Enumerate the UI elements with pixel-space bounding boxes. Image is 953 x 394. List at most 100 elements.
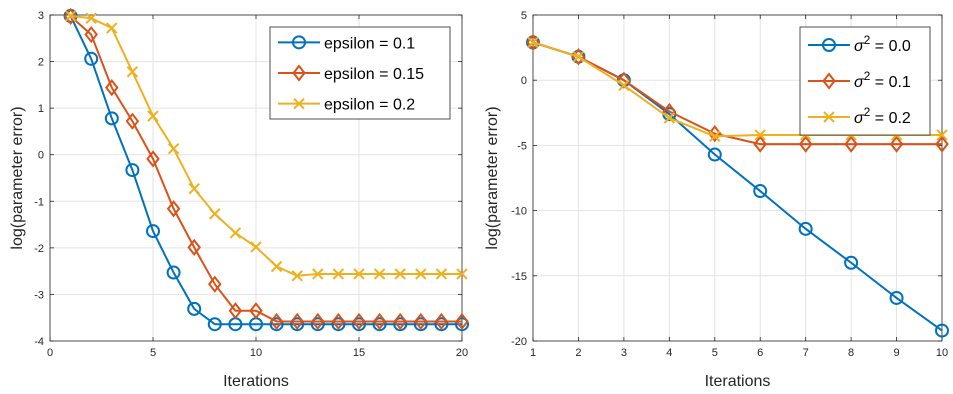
x-axis-label: Iterations [705,373,771,390]
data-point [434,317,449,332]
data-point [269,317,284,332]
x-tick-label: 3 [621,347,627,359]
y-tick-label: 0 [38,150,44,162]
x-tick-label: 8 [848,347,854,359]
data-point [455,317,469,332]
data-point [617,71,631,89]
data-point [372,312,387,331]
y-tick-label: -1 [34,196,44,208]
data-point [889,290,904,305]
data-point [291,270,303,282]
data-point [572,51,585,63]
legend-label: epsilon = 0.1 [324,35,415,52]
data-point [707,147,722,162]
series-line [532,41,942,146]
x-tick-label: 2 [575,347,581,359]
y-tick-label: 0 [521,75,527,87]
series-line [70,14,462,277]
legend-entry: epsilon = 0.15 [278,64,424,83]
legend-entry: σ2 = 0.2 [808,105,911,127]
data-point [270,260,283,273]
data-point [753,135,767,153]
data-point [311,312,325,331]
data-point [310,317,325,332]
data-point [228,302,243,320]
data-point [146,150,160,168]
y-tick-label: 2 [38,57,44,69]
data-point [393,312,407,331]
data-point [372,317,387,332]
x-tick-label: 1 [530,347,536,359]
legend: epsilon = 0.1 epsilon = 0.15 epsilon = 0.2 [269,26,451,120]
y-tick-label: 1 [38,103,44,115]
legend-label: σ2 = 0.2 [854,105,911,127]
data-point [455,312,469,331]
data-point [209,208,221,220]
data-point [84,25,98,44]
legend-marker [292,64,306,82]
y-axis-label: log(parameter error) [9,106,26,249]
y-tick-label: -2 [34,243,44,255]
data-point [393,317,408,332]
legend: σ2 = 0.0 σ2 = 0.1 σ2 = 0.2 [799,26,931,136]
data-point [106,22,118,34]
data-point [936,129,948,141]
data-point [754,129,766,141]
y-tick-label: -10 [511,206,527,218]
x-tick-label: 10 [250,347,262,359]
data-point [435,268,448,280]
legend-entry: epsilon = 0.1 [278,35,415,52]
x-tick-label: 20 [456,347,468,359]
data-point [125,112,140,130]
legend-label: σ2 = 0.0 [854,33,911,55]
data-point [331,312,346,331]
data-point [844,135,858,153]
series-2 [63,7,469,331]
right-chart: 1 2 3 4 5 6 7 8 9 10 -20 -15 -10 -5 0 5 Iterations log(pa… [484,10,949,390]
data-point [147,110,159,122]
data-point [456,268,468,280]
legend-entry: epsilon = 0.2 [278,97,415,114]
y-tick-label: 3 [38,10,44,22]
x-tick-label: 5 [150,347,156,359]
y-tick-label: -15 [511,271,527,283]
data-point [188,183,200,195]
legend-entry: σ2 = 0.0 [808,33,911,55]
legend-marker [823,111,835,123]
series-line [69,15,462,323]
y-tick-label: -5 [517,140,527,152]
data-point [269,312,284,331]
data-point [250,241,262,253]
data-point [889,135,904,153]
data-point [290,317,305,332]
data-point [935,135,949,153]
data-point [618,79,630,92]
data-point [105,79,119,97]
x-tick-label: 0 [47,347,53,359]
data-point [207,317,222,332]
data-point [126,66,139,78]
data-point [709,130,721,142]
data-point [84,51,99,66]
legend-marker [293,97,305,110]
data-point [312,268,324,280]
x-tick-label: 5 [712,347,718,359]
axes-box [532,14,943,342]
x-tick-label: 9 [893,347,899,359]
legend-label: epsilon = 0.2 [324,97,415,114]
data-point [166,200,181,218]
data-point [798,221,813,236]
series-2 [526,33,949,153]
x-tick-label: 15 [353,347,365,359]
y-tick-label: -4 [34,336,44,348]
y-tick-label: 5 [521,10,527,22]
data-point [208,275,222,293]
legend-label: epsilon = 0.15 [324,66,424,83]
data-point [434,312,449,331]
data-point [104,111,119,126]
data-point [64,10,77,22]
data-point [63,7,78,26]
data-point [166,265,181,280]
data-point [663,112,676,124]
